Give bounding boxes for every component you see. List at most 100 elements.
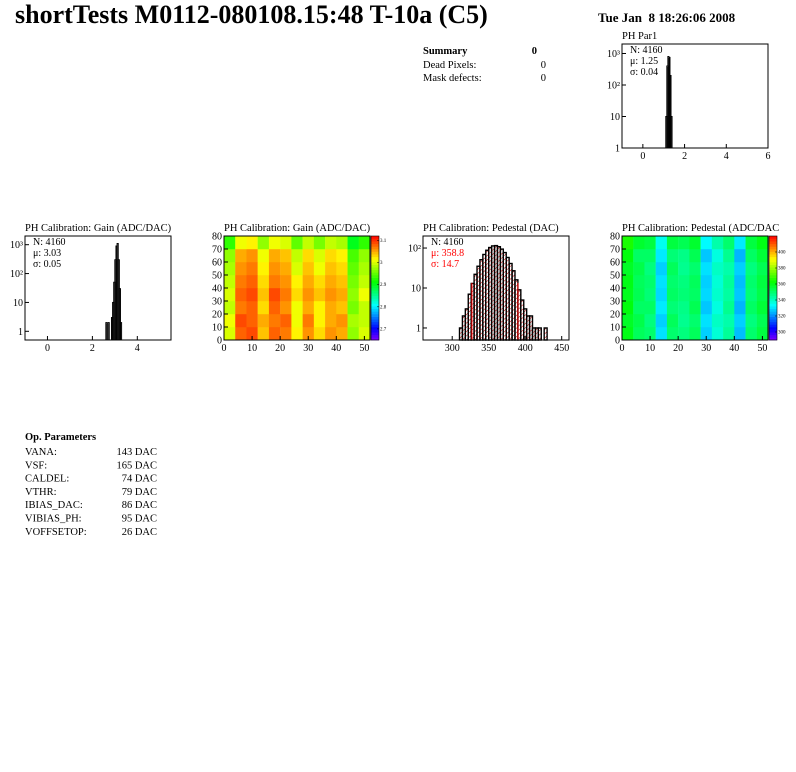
colorbar-step [769,332,777,336]
heatmap-cell [235,327,247,341]
heatmap-cell [655,301,668,315]
heatmap-cell [756,275,769,289]
heatmap-cell [313,275,326,289]
heatmap-cell [734,288,746,302]
heatmap-cell [711,314,724,328]
colorbar-tick-label: 340 [778,299,786,304]
plot-title: PH Calibration: Pedestal (DAC) [423,223,559,234]
heatmap-cell [644,314,656,328]
colorbar-step [371,243,379,247]
summary-count: 0 [541,73,546,84]
x-tick-label: 20 [673,343,683,354]
date: Tue Jan 8 18:26:06 2008 [598,10,736,25]
heatmap-cell [268,262,281,276]
x-tick-label: 50 [757,343,767,354]
heatmap-cell [700,236,713,250]
y-tick-label: 30 [212,297,222,308]
heatmap-cell [246,262,258,276]
heatmap-cell [711,262,724,276]
stats-line: μ: 3.03 [33,248,61,259]
heatmap-cell [302,249,315,263]
y-tick-label: 10 [13,298,23,309]
heatmap-cell [644,288,656,302]
colorbar-step [371,290,379,294]
heatmap-cell [313,314,326,328]
colorbar-step [371,293,379,297]
colorbar-step [371,249,379,252]
heatmap-cell [745,314,757,328]
heatmap-cell [302,236,315,250]
colorbar-step [769,267,777,271]
parameter-name: VANA: [25,447,57,458]
heatmap-cell [280,249,292,263]
heatmap-cell [678,314,690,328]
heatmap-cell [678,262,690,276]
parameter-name: CALDEL: [25,474,69,485]
x-tick-label: 50 [359,343,369,354]
y-tick-label: 80 [610,232,620,243]
heatmap-cell [711,327,724,341]
colorbar-step [769,262,777,265]
colorbar-tick-label: 3 [380,261,383,266]
heatmap-cell [666,288,679,302]
heatmap-cell [666,236,679,250]
heatmap-cell [302,327,315,341]
heatmap-cell [224,236,236,250]
colorbar-step [371,251,379,255]
parameter-value: 95 DAC [122,514,157,525]
colorbar-step [769,306,777,310]
colorbar-frame [370,235,380,341]
stats-line: N: 4160 [630,45,663,56]
y-tick-label: 0 [217,336,222,347]
heatmap-cell [644,301,656,315]
heatmap-cell [678,301,690,315]
colorbar-step [769,288,777,291]
heatmap-cell [678,275,690,289]
heatmap-cell [246,327,258,341]
heatmap-cell [745,236,757,250]
heatmap-cell [325,249,337,263]
heatmap-cell [336,249,348,263]
colorbar-step [769,316,777,320]
heatmap-cell [280,327,292,341]
colorbar-step [371,259,379,263]
heatmap-cell [644,236,656,250]
heatmap-cell [291,262,303,276]
colorbar-tick-label: 380 [778,267,786,272]
colorbar-step [769,275,777,278]
heatmap-cell [745,249,757,263]
heatmap-cell [666,249,679,263]
colorbar-step [769,329,777,333]
heatmap-cell [347,301,359,315]
colorbar-step [769,236,777,239]
heatmap-cell [358,262,371,276]
heatmap-cell [734,301,746,315]
colorbar-tick-label: 320 [778,315,786,320]
y-tick-label: 40 [610,284,620,295]
heatmap-cell [756,327,769,341]
y-tick-label: 70 [212,245,222,256]
heatmap-cell [756,288,769,302]
page-title: shortTests M0112-080108.15:48 T-10a (C5) [15,0,488,29]
y-tick-label: 10² [408,244,421,255]
colorbar-step [769,314,777,317]
heatmap-cell [734,262,746,276]
heatmap-cell [711,249,724,263]
heatmap-cell [291,288,303,302]
stats-line: σ: 0.04 [630,67,658,78]
colorbar-step [769,259,777,263]
colorbar-tick-label: 3.1 [380,239,387,244]
heatmap-cell [280,275,292,289]
heatmap-cell [700,314,713,328]
heatmap-cell [622,275,634,289]
heatmap-cell [633,275,645,289]
heatmap-cell [268,288,281,302]
colorbar-step [371,311,379,315]
x-tick-label: 4 [135,343,140,354]
colorbar-step [371,308,379,312]
colorbar-step [371,236,379,239]
heatmap-cell [280,288,292,302]
heatmap-cell [745,301,757,315]
heatmap-cell [257,301,270,315]
x-tick-label: 6 [766,151,771,162]
